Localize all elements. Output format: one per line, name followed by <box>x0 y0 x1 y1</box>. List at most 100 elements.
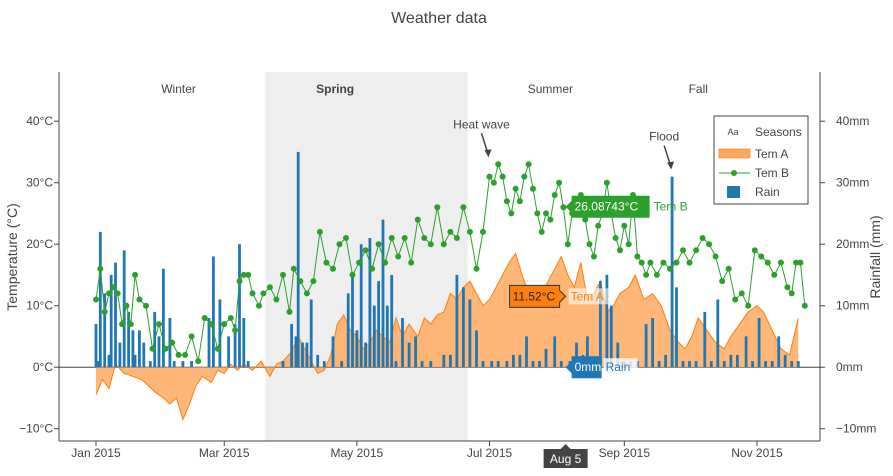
rain-bar[interactable] <box>777 336 781 368</box>
tem-b-point[interactable] <box>595 222 602 229</box>
rain-bar[interactable] <box>377 281 380 368</box>
tem-b-point[interactable] <box>525 161 532 168</box>
rain-bar[interactable] <box>346 293 350 368</box>
tem-b-point[interactable] <box>132 271 139 278</box>
rain-bar[interactable] <box>468 299 472 368</box>
tem-b-point[interactable] <box>466 228 473 235</box>
rain-bar[interactable] <box>770 361 774 368</box>
tem-b-point[interactable] <box>343 235 349 241</box>
tem-b-point[interactable] <box>119 321 126 328</box>
tem-b-point[interactable] <box>625 241 632 248</box>
rain-bar[interactable] <box>162 268 165 368</box>
rain-bar[interactable] <box>227 336 230 368</box>
rain-bar[interactable] <box>233 324 237 368</box>
tem-b-point[interactable] <box>297 278 304 285</box>
rain-bar[interactable] <box>605 274 609 368</box>
tem-b-point[interactable] <box>290 265 297 272</box>
tem-b-point[interactable] <box>764 259 771 266</box>
tem-b-point[interactable] <box>286 308 293 315</box>
tem-b-point[interactable] <box>162 345 169 352</box>
tem-b-point[interactable] <box>643 271 650 278</box>
tem-b-point[interactable] <box>336 241 343 248</box>
tem-b-point[interactable] <box>266 284 273 291</box>
tem-b-point[interactable] <box>434 204 441 211</box>
rain-bar[interactable] <box>651 318 654 368</box>
tem-b-point[interactable] <box>330 265 336 272</box>
rain-bar[interactable] <box>340 361 344 368</box>
rain-bar[interactable] <box>103 293 107 368</box>
tem-b-point[interactable] <box>375 241 382 248</box>
tem-b-point[interactable] <box>680 247 686 254</box>
tem-b-point[interactable] <box>486 173 493 180</box>
rain-bar[interactable] <box>462 287 465 368</box>
rain-bar[interactable] <box>709 361 713 368</box>
rain-bar[interactable] <box>401 318 404 368</box>
rain-bar[interactable] <box>518 354 522 368</box>
rain-bar[interactable] <box>372 305 376 368</box>
rain-bar[interactable] <box>736 354 739 368</box>
rain-bar[interactable] <box>301 342 304 368</box>
rain-bar[interactable] <box>394 361 398 368</box>
rain-bar[interactable] <box>331 336 335 368</box>
rain-bar[interactable] <box>675 287 678 368</box>
rain-bar[interactable] <box>796 361 800 368</box>
rain-bar[interactable] <box>138 330 141 368</box>
rain-bar[interactable] <box>381 219 385 368</box>
tem-b-point[interactable] <box>538 228 545 235</box>
tem-b-point[interactable] <box>534 210 541 217</box>
rain-bar[interactable] <box>599 281 602 368</box>
tem-b-point[interactable] <box>612 235 619 241</box>
rain-bar[interactable] <box>218 299 222 368</box>
rain-bar[interactable] <box>131 330 135 368</box>
tem-b-point[interactable] <box>440 241 447 248</box>
tem-b-point[interactable] <box>480 228 486 235</box>
tem-b-point[interactable] <box>564 241 571 248</box>
tem-b-point[interactable] <box>221 321 228 328</box>
rain-bar[interactable] <box>744 336 748 368</box>
tem-b-point[interactable] <box>738 290 745 297</box>
rain-bar[interactable] <box>694 361 698 368</box>
tem-b-point[interactable] <box>447 228 454 235</box>
tem-b-point[interactable] <box>530 185 536 192</box>
rain-bar[interactable] <box>181 361 185 368</box>
tem-b-point[interactable] <box>356 259 363 266</box>
tem-b-point[interactable] <box>751 247 758 254</box>
rain-bar[interactable] <box>242 318 246 368</box>
rain-bar[interactable] <box>644 324 648 368</box>
tem-b-point[interactable] <box>706 241 713 248</box>
tem-b-point[interactable] <box>495 161 502 168</box>
tem-b-point[interactable] <box>453 235 460 241</box>
tem-b-point[interactable] <box>521 173 528 180</box>
rain-bar[interactable] <box>109 274 113 368</box>
tem-b-point[interactable] <box>421 235 428 241</box>
tem-b-point[interactable] <box>543 210 549 217</box>
tem-b-point[interactable] <box>653 271 660 278</box>
tem-b-point[interactable] <box>473 265 480 272</box>
tem-b-point[interactable] <box>303 290 310 297</box>
tem-b-point[interactable] <box>745 302 752 309</box>
tem-b-point[interactable] <box>195 358 202 365</box>
tem-b-point[interactable] <box>395 253 402 260</box>
tem-b-point[interactable] <box>512 185 519 192</box>
rain-bar[interactable] <box>481 361 485 368</box>
rain-bar[interactable] <box>531 361 535 368</box>
tem-b-point[interactable] <box>232 327 239 334</box>
rain-bar[interactable] <box>364 342 367 368</box>
tem-b-point[interactable] <box>201 315 208 321</box>
legend-item-tem-a[interactable]: Tem A <box>718 147 788 161</box>
rain-bar[interactable] <box>664 354 667 368</box>
tem-b-point[interactable] <box>667 265 673 272</box>
tem-b-point[interactable] <box>693 247 700 254</box>
rain-bar[interactable] <box>783 354 787 368</box>
tem-b-point[interactable] <box>362 247 369 254</box>
tem-b-point[interactable] <box>182 351 189 358</box>
tem-b-point[interactable] <box>801 302 808 309</box>
tem-b-point[interactable] <box>427 241 434 248</box>
rain-bar[interactable] <box>525 336 528 368</box>
tem-b-point[interactable] <box>127 321 134 328</box>
rain-bar[interactable] <box>142 342 146 368</box>
tem-b-point[interactable] <box>260 290 267 297</box>
rain-bar[interactable] <box>429 361 433 368</box>
rain-bar[interactable] <box>722 361 726 368</box>
tem-b-point[interactable] <box>114 290 121 297</box>
